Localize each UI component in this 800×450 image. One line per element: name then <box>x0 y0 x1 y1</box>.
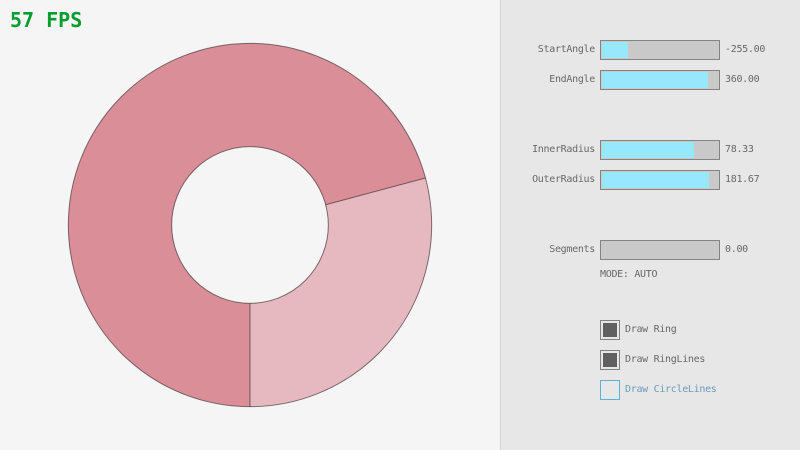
control-panel: StartAngle -255.00 EndAngle 360.00 Inner… <box>500 0 800 450</box>
checkbox-row-draw-circlelines: Draw CircleLines <box>501 380 800 400</box>
inner-radius-label: InnerRadius <box>532 144 595 155</box>
outer-radius-label: OuterRadius <box>532 174 595 185</box>
segments-mode-label: MODE: AUTO <box>600 269 658 280</box>
draw-circlelines-label: Draw CircleLines <box>625 384 717 395</box>
ring-single-pass-sector <box>250 177 432 407</box>
end-angle-label: EndAngle <box>549 74 595 85</box>
checkbox-row-draw-ringlines: Draw RingLines <box>501 350 800 370</box>
outer-radius-slider[interactable] <box>600 170 720 190</box>
segments-value: 0.00 <box>725 244 748 255</box>
inner-radius-slider[interactable] <box>600 140 720 160</box>
start-angle-label: StartAngle <box>537 44 596 55</box>
inner-radius-value: 78.33 <box>725 144 754 155</box>
segments-label: Segments <box>549 244 595 255</box>
draw-ringlines-label: Draw RingLines <box>625 354 706 365</box>
draw-ringlines-checkbox[interactable] <box>600 350 620 370</box>
checkbox-row-draw-ring: Draw Ring <box>501 320 800 340</box>
slider-row-segments: Segments 0.00 <box>501 240 800 260</box>
slider-row-outer-radius: OuterRadius 181.67 <box>501 170 800 190</box>
start-angle-value: -255.00 <box>725 44 766 55</box>
segments-slider[interactable] <box>600 240 720 260</box>
checkmark-fill-icon <box>603 353 617 367</box>
draw-ring-label: Draw Ring <box>625 324 677 335</box>
ring-inner-outline <box>171 146 329 304</box>
draw-circlelines-checkbox[interactable] <box>600 380 620 400</box>
end-angle-slider[interactable] <box>600 70 720 90</box>
fps-counter: 57 FPS <box>10 8 83 32</box>
slider-row-start-angle: StartAngle -255.00 <box>501 40 800 60</box>
inner-radius-slider-fill <box>602 142 695 158</box>
draw-ring-checkbox[interactable] <box>600 320 620 340</box>
slider-row-end-angle: EndAngle 360.00 <box>501 70 800 90</box>
end-angle-slider-fill <box>602 72 709 88</box>
outer-radius-slider-fill <box>602 172 710 188</box>
checkmark-fill-icon <box>603 323 617 337</box>
start-angle-slider[interactable] <box>600 40 720 60</box>
outer-radius-value: 181.67 <box>725 174 760 185</box>
slider-row-inner-radius: InnerRadius 78.33 <box>501 140 800 160</box>
start-angle-slider-fill <box>602 42 628 58</box>
end-angle-value: 360.00 <box>725 74 760 85</box>
ring-radial-line-start <box>325 177 426 206</box>
